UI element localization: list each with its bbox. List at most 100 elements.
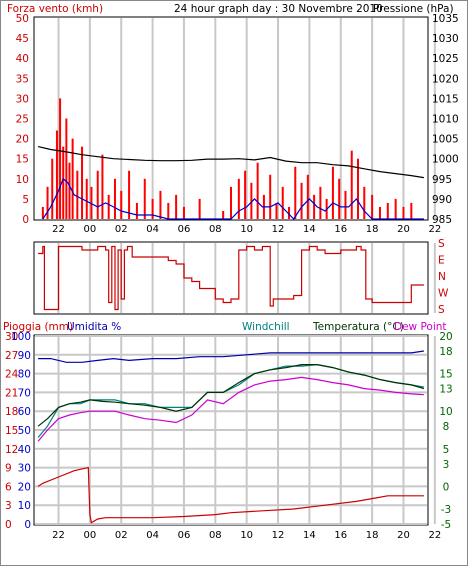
pressure-y-tick: 1015: [432, 93, 459, 105]
humidity-y-tick: 70: [18, 387, 31, 399]
pressure-y-tick: 1005: [432, 134, 459, 146]
temperature-line: [37, 364, 425, 427]
wind-bar: [135, 202, 138, 219]
pressure-line: [37, 146, 424, 179]
wind-bar: [175, 194, 178, 219]
x-tick-top: 16: [334, 224, 347, 235]
wind-bar: [62, 146, 65, 219]
pressure-y-tick: 1000: [432, 154, 459, 166]
x-tick-top: 02: [115, 224, 128, 235]
wind-bar: [256, 162, 259, 219]
x-tick-bottom: 20: [397, 530, 410, 541]
x-tick-bottom: 16: [334, 530, 347, 541]
wind-bar: [113, 178, 116, 219]
wind-direction-line: [38, 245, 424, 311]
wind-bar: [363, 186, 366, 219]
wind-bar: [68, 162, 71, 219]
humidity-y-tick: 30: [18, 463, 31, 475]
x-tick-bottom: 12: [272, 530, 285, 541]
wind-bar: [250, 182, 253, 219]
wind-bar: [55, 130, 58, 219]
rain-line: [37, 466, 424, 524]
rain-y-tick: 9: [5, 463, 12, 475]
temperature-y-tick: 10: [439, 406, 452, 418]
wind-bar: [46, 186, 49, 219]
wind-y-tick: 30: [16, 93, 29, 105]
humidity-y-tick: 50: [18, 425, 31, 437]
wind-bar: [85, 178, 88, 219]
wind-bar: [350, 150, 353, 219]
wind-bar: [386, 202, 389, 219]
wind-bar: [394, 198, 397, 219]
wind-bar: [76, 170, 79, 219]
x-tick-top: 22: [52, 224, 65, 235]
wind-bar: [198, 198, 201, 219]
humidity-y-tick: 0: [24, 519, 31, 531]
wind-y-tick: 5: [22, 194, 29, 206]
wind-bar: [107, 194, 110, 219]
x-tick-bottom: 18: [366, 530, 379, 541]
pressure-y-tick: 1035: [432, 13, 459, 25]
tick-labels: 2222000002020404060608081010121214141616…: [5, 13, 459, 541]
rain-y-tick: 6: [5, 481, 12, 493]
wind-bar: [182, 206, 185, 219]
dewpoint-line: [37, 376, 424, 442]
wind-bar: [357, 158, 360, 219]
humidity-y-tick: 80: [18, 369, 31, 381]
x-tick-top: 20: [397, 224, 410, 235]
x-tick-top: 06: [178, 224, 191, 235]
wind-bar: [90, 186, 93, 219]
wind-bar: [59, 98, 62, 219]
x-tick-bottom: 04: [146, 530, 159, 541]
humidity-y-tick: 100: [11, 331, 31, 343]
wind-bar: [237, 178, 240, 219]
wind-bar: [371, 194, 374, 219]
wind-panel: [33, 16, 429, 221]
humidity-line: [38, 350, 424, 363]
wind-bar: [65, 118, 68, 219]
pressure-y-tick: 995: [432, 174, 452, 186]
pressure-y-tick: 1025: [432, 53, 459, 65]
direction-tick-s: S: [438, 304, 445, 316]
temperature-y-tick: 3: [443, 459, 450, 471]
rain-y-tick: 18: [5, 406, 18, 418]
wind-bar: [288, 206, 291, 219]
wind-bar: [275, 202, 278, 219]
rain-y-tick: 24: [5, 369, 19, 381]
wind-bar: [331, 166, 334, 219]
x-tick-top: 00: [84, 224, 97, 235]
humidity-y-tick: 90: [18, 350, 31, 362]
wind-bar: [378, 206, 381, 219]
wind-bar: [71, 138, 74, 219]
temperature-legend: Temperatura (°C): [312, 321, 404, 333]
wind-bar: [143, 178, 146, 219]
wind-bar: [269, 174, 272, 219]
x-tick-bottom: 22: [52, 530, 65, 541]
pressure-y-tick: 990: [432, 194, 452, 206]
wind-y-tick: 15: [16, 154, 29, 166]
humidity-y-tick: 60: [18, 406, 31, 418]
rain-y-tick: 30: [5, 331, 18, 343]
temperature-y-tick: 13: [439, 384, 452, 396]
x-tick-bottom: 22: [428, 530, 441, 541]
wind-bar: [128, 170, 131, 219]
direction-tick-n: N: [438, 271, 446, 283]
x-tick-bottom: 06: [178, 530, 191, 541]
temperature-y-tick: 18: [439, 346, 452, 358]
wind-bar: [41, 206, 44, 219]
x-tick-top: 10: [240, 224, 253, 235]
rain-axis-label: Pioggia (mm): [3, 321, 73, 333]
wind-bar: [300, 182, 303, 219]
wind-y-tick: 25: [16, 114, 29, 126]
wind-bar: [338, 178, 341, 219]
wind-y-tick: 50: [16, 13, 29, 25]
temperature-y-tick: 5: [443, 444, 450, 456]
humidity-y-tick: 40: [18, 444, 31, 456]
pressure-y-tick: 1010: [432, 114, 459, 126]
rain-y-tick: 12: [5, 444, 18, 456]
series-layer: [37, 98, 425, 524]
x-tick-top: 04: [146, 224, 159, 235]
x-tick-top: 12: [272, 224, 285, 235]
rain-y-tick: 3: [5, 500, 12, 512]
